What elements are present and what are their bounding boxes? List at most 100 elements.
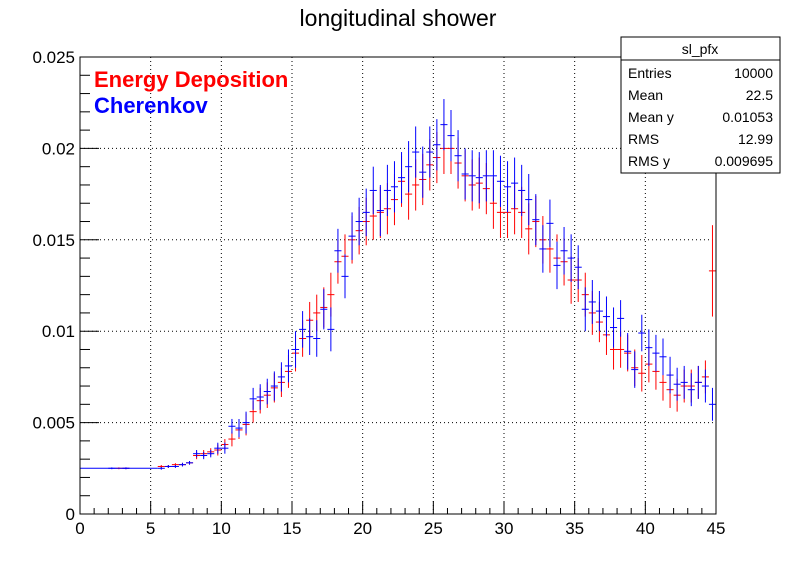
data-point — [489, 150, 497, 202]
data-point — [313, 320, 321, 357]
data-point — [496, 155, 504, 207]
y-tick-label: 0.015 — [32, 231, 75, 250]
data-point — [277, 362, 285, 392]
data-point — [292, 331, 300, 368]
data-point — [574, 245, 582, 290]
stats-label: Mean y — [628, 109, 674, 125]
axes: 0 5 10 15 20 25 30 35 40 45 0 0.005 0.01 0.015 0.02 0.… — [32, 48, 725, 538]
data-point — [631, 351, 639, 388]
data-point — [652, 334, 660, 372]
y-tick-label: 0 — [66, 505, 75, 524]
x-tick-label: 45 — [707, 519, 726, 538]
x-tick-label: 25 — [424, 519, 443, 538]
data-point — [228, 418, 236, 434]
data-point — [482, 150, 490, 202]
stats-value: 10000 — [734, 65, 773, 81]
x-tick-label: 5 — [146, 519, 155, 538]
data-point — [334, 228, 342, 273]
legend-item-cherenkov: Cherenkov — [94, 93, 208, 118]
data-point — [447, 110, 455, 162]
data-series — [80, 99, 716, 470]
data-point — [320, 289, 328, 330]
data-point — [164, 465, 172, 468]
data-point — [546, 199, 554, 248]
data-point — [376, 184, 384, 237]
data-point — [701, 369, 709, 403]
data-point — [242, 411, 250, 434]
data-point — [341, 254, 349, 299]
stats-label: Mean — [628, 87, 663, 103]
y-tick-label: 0.01 — [42, 322, 75, 341]
x-tick-label: 20 — [353, 519, 372, 538]
x-tick-label: 40 — [636, 519, 655, 538]
data-point — [412, 126, 420, 178]
legend: Energy Deposition Cherenkov — [94, 67, 288, 118]
data-point — [610, 307, 618, 348]
data-point — [440, 99, 448, 151]
data-point — [461, 148, 469, 200]
data-point — [659, 338, 667, 376]
data-point — [284, 349, 292, 383]
data-point — [525, 173, 533, 226]
data-point — [602, 296, 610, 337]
data-point — [680, 365, 688, 399]
chart-title: longitudinal shower — [300, 5, 497, 31]
data-point — [673, 367, 681, 401]
stats-box: sl_pfx Entries 10000 Mean 22.5 Mean y 0.01053… — [620, 36, 781, 174]
data-point — [468, 150, 476, 202]
data-point — [638, 354, 646, 392]
x-tick-label: 35 — [565, 519, 584, 538]
data-point — [454, 130, 462, 182]
data-point — [567, 234, 575, 282]
stats-box-title: sl_pfx — [682, 41, 719, 57]
data-point — [369, 166, 377, 215]
data-point — [617, 300, 625, 337]
data-point — [355, 197, 363, 246]
data-point — [433, 119, 441, 171]
data-point — [362, 188, 370, 237]
x-axis: 0 5 10 15 20 25 30 35 40 45 — [75, 501, 725, 538]
data-point — [193, 450, 201, 458]
data-point — [475, 152, 483, 204]
data-point — [186, 460, 194, 465]
data-point — [270, 371, 278, 401]
stats-rows: Entries 10000 Mean 22.5 Mean y 0.01053 RMS 12.9… — [628, 65, 773, 169]
stats-label: RMS y — [628, 153, 670, 169]
data-point — [708, 225, 716, 317]
data-point — [595, 290, 603, 332]
y-tick-label: 0.02 — [42, 139, 75, 158]
data-point — [235, 418, 243, 438]
data-point — [171, 465, 179, 468]
data-point — [419, 146, 427, 198]
stats-label: Entries — [628, 65, 672, 81]
data-point — [221, 442, 229, 454]
data-point — [624, 333, 632, 370]
data-point — [383, 164, 391, 217]
legend-item-energy-deposition: Energy Deposition — [94, 67, 288, 92]
data-point — [263, 378, 271, 405]
data-point — [511, 157, 519, 209]
y-tick-label: 0.025 — [32, 48, 75, 67]
x-tick-label: 10 — [212, 519, 231, 538]
data-point — [228, 431, 236, 447]
data-point — [200, 451, 208, 460]
data-point — [157, 466, 165, 470]
data-point — [539, 225, 547, 273]
data-point — [426, 126, 434, 178]
stats-value: 22.5 — [746, 87, 773, 103]
data-point — [398, 152, 406, 204]
data-point — [638, 314, 646, 352]
stats-value: 0.009695 — [715, 153, 774, 169]
data-point — [666, 356, 674, 394]
data-point — [645, 329, 653, 366]
data-point — [581, 287, 589, 332]
x-tick-label: 15 — [283, 519, 302, 538]
plot-frame — [79, 56, 717, 515]
y-axis: 0 0.005 0.01 0.015 0.02 0.025 — [32, 48, 99, 524]
data-point — [405, 141, 413, 193]
data-point — [306, 318, 314, 355]
x-tick-label: 30 — [495, 519, 514, 538]
data-point — [687, 373, 695, 407]
data-point — [256, 384, 264, 410]
